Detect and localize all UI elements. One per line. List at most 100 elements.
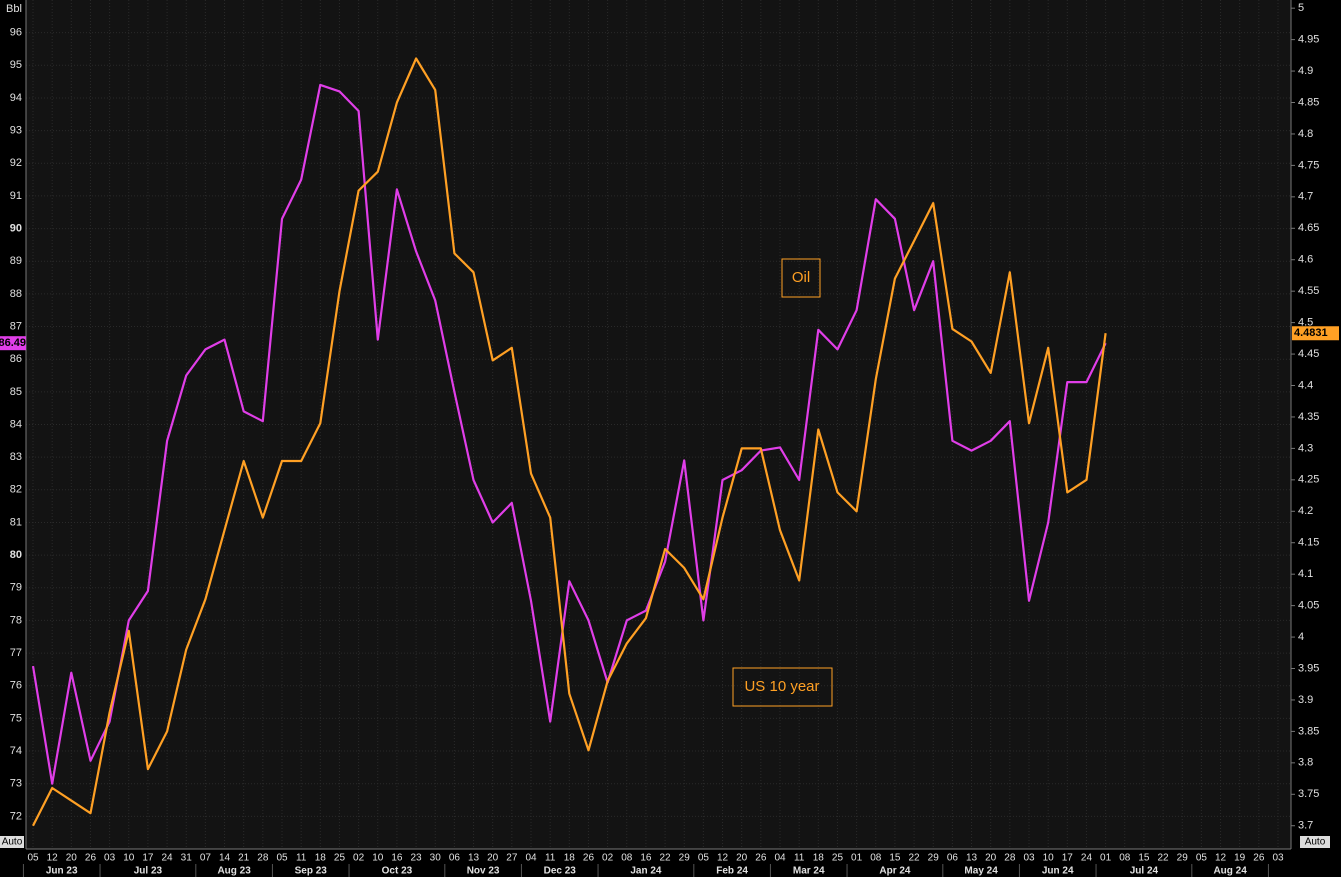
x-tick-label: 05 [1196,853,1208,864]
y-tick-label: 78 [10,614,22,626]
month-label: Jan 24 [630,866,662,877]
y-tick-label: 82 [10,484,22,496]
series-line [31,83,1107,785]
x-tick-label: 27 [506,853,518,864]
auto-button[interactable] [1300,836,1330,848]
y2-tick-label: 4.45 [1298,348,1319,360]
annotation: Oil [792,269,810,286]
y2-tick-label: 3.9 [1298,694,1313,706]
y-tick-label: 91 [10,190,22,202]
month-label: Feb 24 [716,866,748,877]
y2-tick-label: 4.55 [1298,285,1319,297]
x-tick-label: 03 [104,853,116,864]
y2-tick-label: 4.05 [1298,600,1319,612]
y-tick-label: 95 [10,59,22,71]
x-tick-label: 26 [583,853,595,864]
month-label: Jun 23 [46,866,78,877]
x-tick-label: 08 [1119,853,1131,864]
x-tick-label: 26 [85,853,97,864]
x-tick-label: 29 [1177,853,1189,864]
y-tick-label: 94 [10,92,22,104]
y2-tick-label: 4.85 [1298,96,1319,108]
x-tick-label: 01 [851,853,863,864]
y-tick-label: 86 [10,353,22,365]
month-label: May 24 [964,866,998,877]
annotation: US 10 year [744,678,819,695]
x-tick-label: 30 [430,853,442,864]
x-tick-label: 31 [181,853,193,864]
x-tick-label: 06 [449,853,461,864]
y2-tick-label: 3.75 [1298,788,1319,800]
month-label: Aug 23 [217,866,251,877]
x-tick-label: 10 [372,853,384,864]
x-tick-label: 29 [679,853,691,864]
y-tick-label: 84 [10,418,22,430]
x-tick-label: 19 [1234,853,1246,864]
y-tick-label: 80 [10,549,22,561]
auto-label[interactable]: Auto [1305,837,1326,848]
last-value-tag [1292,326,1339,341]
y-tick-label: 79 [10,582,22,594]
y2-tick-label: 4 [1298,631,1304,643]
grid [26,0,1291,849]
x-tick-label: 20 [736,853,748,864]
x-tick-label: 10 [1043,853,1055,864]
y-tick-label: 81 [10,516,22,528]
y2-tick-label: 4.6 [1298,254,1313,266]
y2-tick-label: 4.65 [1298,222,1319,234]
month-label: Jun 24 [1042,866,1074,877]
x-tick-label: 05 [27,853,39,864]
y-tick-label: 96 [10,27,22,39]
x-tick-label: 25 [832,853,844,864]
x-tick-label: 25 [334,853,346,864]
x-tick-label: 22 [1158,853,1170,864]
x-tick-label: 18 [315,853,327,864]
x-tick-label: 03 [1272,853,1284,864]
x-tick-label: 20 [66,853,78,864]
y2-tick-label: 3.85 [1298,725,1319,737]
x-tick-label: 13 [468,853,480,864]
y2-tick-label: 4.1 [1298,568,1313,580]
month-label: Mar 24 [793,866,825,877]
x-tick-label: 23 [411,853,423,864]
auto-button[interactable] [0,836,24,848]
y2-tick-label: 4.3 [1298,442,1313,454]
y2-tick-label: 3.8 [1298,757,1313,769]
last-value-tag [0,336,26,351]
x-tick-label: 12 [47,853,59,864]
y2-tick-label: 4.7 [1298,191,1313,203]
y-tick-label: 73 [10,778,22,790]
y2-tick-label: 4.2 [1298,505,1313,517]
x-tick-label: 11 [545,853,556,864]
x-tick-label: 11 [794,853,805,864]
x-tick-label: 13 [966,853,978,864]
x-tick-label: 24 [162,853,174,864]
y2-tick-label: 5 [1298,2,1304,14]
x-tick-label: 16 [391,853,403,864]
y-tick-label: 89 [10,255,22,267]
y-tick-label: 77 [10,647,22,659]
y-tick-label: 72 [10,810,22,822]
x-tick-label: 02 [353,853,365,864]
y-tick-label: 93 [10,125,22,137]
y2-tick-label: 4.5 [1298,317,1313,329]
x-tick-label: 12 [1215,853,1227,864]
y2-tick-label: 4.35 [1298,411,1319,423]
y2-tick-label: 4.75 [1298,159,1319,171]
month-label: Jul 23 [134,866,163,877]
y-tick-label: 83 [10,451,22,463]
x-tick-label: 24 [1081,853,1093,864]
x-tick-label: 17 [1062,853,1074,864]
x-tick-label: 04 [525,853,537,864]
auto-label[interactable]: Auto [2,837,23,848]
left-axis-label: Bbl [6,3,22,15]
x-tick-label: 26 [755,853,767,864]
x-tick-label: 22 [909,853,921,864]
last-value-label: 86.49 [0,337,26,349]
annotation-box [732,667,833,707]
y2-tick-label: 3.7 [1298,820,1313,832]
x-tick-label: 08 [870,853,882,864]
y2-tick-label: 4.15 [1298,537,1319,549]
x-tick-label: 17 [142,853,154,864]
x-tick-label: 12 [717,853,729,864]
